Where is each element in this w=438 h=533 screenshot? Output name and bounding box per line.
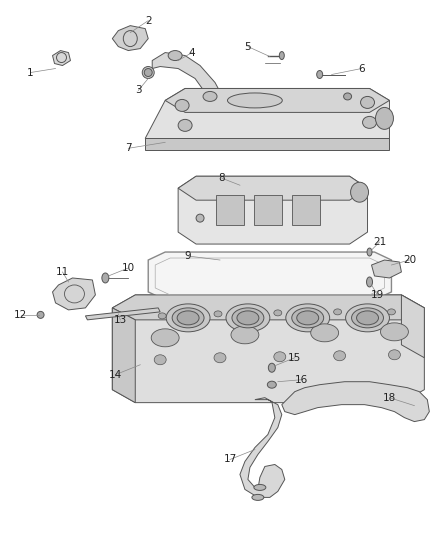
Ellipse shape (267, 381, 276, 388)
Ellipse shape (37, 311, 44, 318)
Text: 18: 18 (383, 393, 396, 402)
Polygon shape (152, 53, 222, 100)
Ellipse shape (286, 304, 330, 332)
Polygon shape (148, 252, 392, 300)
Ellipse shape (317, 70, 323, 78)
Polygon shape (254, 195, 282, 225)
Text: 21: 21 (373, 237, 386, 247)
Ellipse shape (274, 310, 282, 316)
Ellipse shape (166, 304, 210, 332)
Text: 14: 14 (109, 370, 122, 379)
Polygon shape (371, 260, 401, 278)
Ellipse shape (363, 116, 377, 128)
Polygon shape (240, 398, 285, 497)
Text: 9: 9 (185, 251, 191, 261)
Ellipse shape (102, 273, 109, 283)
Ellipse shape (231, 326, 259, 344)
Ellipse shape (343, 93, 352, 100)
Polygon shape (112, 308, 135, 402)
Ellipse shape (214, 353, 226, 363)
Ellipse shape (279, 52, 284, 60)
Ellipse shape (388, 309, 396, 315)
Polygon shape (112, 26, 148, 51)
Text: 17: 17 (223, 455, 237, 464)
Text: 11: 11 (56, 267, 69, 277)
Ellipse shape (334, 309, 342, 315)
Ellipse shape (357, 311, 378, 325)
Polygon shape (145, 88, 389, 150)
Ellipse shape (203, 92, 217, 101)
Ellipse shape (334, 351, 346, 361)
Polygon shape (292, 195, 320, 225)
Ellipse shape (158, 313, 166, 319)
Ellipse shape (168, 51, 182, 61)
Ellipse shape (154, 355, 166, 365)
Polygon shape (178, 176, 367, 200)
Polygon shape (165, 88, 389, 112)
Ellipse shape (232, 308, 264, 328)
Ellipse shape (142, 67, 154, 78)
Ellipse shape (227, 93, 283, 108)
Ellipse shape (360, 96, 374, 108)
Polygon shape (216, 195, 244, 225)
Ellipse shape (214, 311, 222, 317)
Ellipse shape (311, 324, 339, 342)
Ellipse shape (226, 304, 270, 332)
Ellipse shape (297, 311, 319, 325)
Text: 4: 4 (189, 47, 195, 58)
Polygon shape (112, 295, 424, 402)
Ellipse shape (381, 323, 408, 341)
Ellipse shape (346, 304, 389, 332)
Ellipse shape (144, 69, 152, 77)
Ellipse shape (175, 100, 189, 111)
Text: 20: 20 (403, 255, 416, 265)
Text: 16: 16 (295, 375, 308, 385)
Ellipse shape (352, 308, 384, 328)
Polygon shape (282, 382, 429, 422)
Text: 7: 7 (125, 143, 131, 154)
Polygon shape (145, 139, 389, 150)
Ellipse shape (367, 248, 372, 256)
Ellipse shape (252, 495, 264, 500)
Text: 3: 3 (135, 85, 141, 95)
Text: 1: 1 (27, 68, 34, 77)
Ellipse shape (367, 277, 372, 287)
Ellipse shape (389, 350, 400, 360)
Text: 15: 15 (288, 353, 301, 363)
Ellipse shape (274, 352, 286, 362)
Text: 10: 10 (122, 263, 135, 273)
Text: 2: 2 (145, 15, 152, 26)
Polygon shape (178, 176, 367, 244)
Polygon shape (53, 278, 95, 310)
Ellipse shape (237, 311, 259, 325)
Ellipse shape (177, 311, 199, 325)
Text: 13: 13 (114, 315, 127, 325)
Ellipse shape (178, 119, 192, 131)
Ellipse shape (268, 364, 276, 372)
Ellipse shape (292, 308, 324, 328)
Text: 6: 6 (358, 63, 365, 74)
Ellipse shape (172, 308, 204, 328)
Ellipse shape (350, 182, 368, 202)
Ellipse shape (254, 484, 266, 490)
Polygon shape (85, 308, 160, 320)
Polygon shape (401, 295, 424, 358)
Ellipse shape (196, 214, 204, 222)
Text: 5: 5 (244, 42, 251, 52)
Text: 19: 19 (371, 290, 384, 300)
Text: 8: 8 (219, 173, 225, 183)
Polygon shape (112, 295, 424, 320)
Polygon shape (53, 51, 71, 66)
Ellipse shape (151, 329, 179, 347)
Text: 12: 12 (14, 310, 27, 320)
Ellipse shape (375, 108, 393, 130)
